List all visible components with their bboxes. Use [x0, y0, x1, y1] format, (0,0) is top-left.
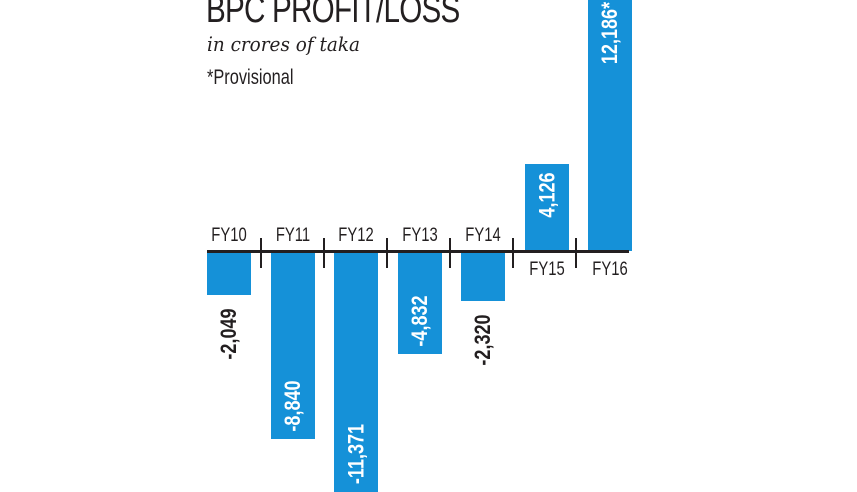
- axis-tick: [512, 238, 514, 268]
- value-label: -11,371: [343, 423, 369, 485]
- category-label: FY15: [529, 259, 565, 280]
- category-label: FY11: [275, 225, 311, 246]
- axis-tick: [323, 238, 325, 268]
- bar-fy13: [398, 252, 442, 354]
- zero-axis-line: [207, 250, 629, 253]
- category-label: FY12: [338, 225, 374, 246]
- category-label: FY16: [592, 259, 628, 280]
- bpc-profit-loss-chart: BPC PROFIT/LOSS in crores of taka *Provi…: [206, 0, 632, 492]
- value-label: -8,840: [280, 379, 306, 432]
- category-label: FY14: [465, 225, 501, 246]
- value-label: -2,049: [216, 308, 242, 360]
- bar-fy10: [207, 252, 251, 295]
- value-label: 12,186*: [596, 2, 622, 65]
- value-label: -2,320: [470, 314, 496, 366]
- axis-tick: [575, 238, 577, 268]
- provisional-note: *Provisional: [207, 66, 294, 89]
- value-label: 4,126: [534, 171, 560, 218]
- axis-tick: [260, 238, 262, 268]
- category-label: FY13: [402, 225, 438, 246]
- bar-fy15: [525, 164, 569, 251]
- bar-fy14: [461, 252, 505, 301]
- axis-tick: [386, 238, 388, 268]
- bar-fy16: [588, 0, 632, 251]
- bar-fy11: [271, 252, 315, 439]
- axis-tick: [449, 238, 451, 268]
- value-label: -4,832: [407, 294, 433, 347]
- bar-fy12: [334, 252, 378, 492]
- chart-subtitle: in crores of taka: [207, 32, 360, 56]
- category-label: FY10: [211, 225, 247, 246]
- chart-title: BPC PROFIT/LOSS: [206, 0, 460, 31]
